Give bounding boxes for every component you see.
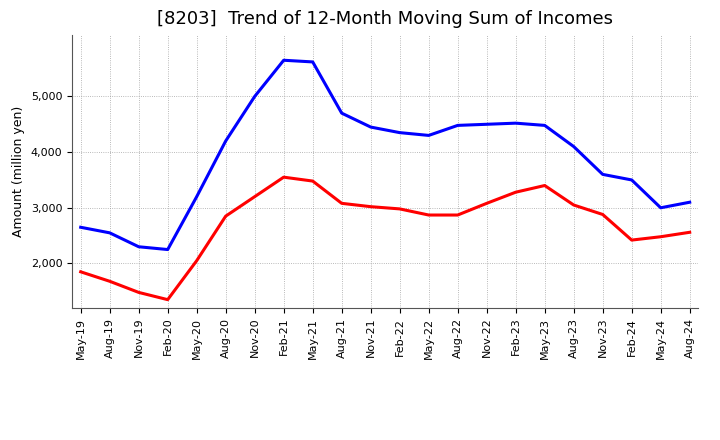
Title: [8203]  Trend of 12-Month Moving Sum of Incomes: [8203] Trend of 12-Month Moving Sum of I…	[157, 10, 613, 28]
Net Income	[424, 213, 433, 218]
Net Income	[251, 194, 259, 199]
Net Income	[685, 230, 694, 235]
Net Income	[192, 258, 201, 263]
Net Income	[308, 179, 317, 184]
Net Income	[598, 212, 607, 217]
Net Income	[454, 213, 462, 218]
Ordinary Income	[105, 230, 114, 235]
Ordinary Income	[221, 138, 230, 143]
Ordinary Income	[279, 58, 288, 63]
Net Income	[482, 201, 491, 206]
Net Income	[570, 202, 578, 208]
Net Income	[395, 206, 404, 212]
Ordinary Income	[657, 205, 665, 210]
Ordinary Income	[685, 200, 694, 205]
Net Income	[163, 297, 172, 302]
Net Income	[366, 204, 375, 209]
Net Income	[76, 269, 85, 275]
Ordinary Income	[308, 59, 317, 65]
Net Income	[657, 234, 665, 239]
Ordinary Income	[598, 172, 607, 177]
Net Income	[221, 213, 230, 219]
Net Income	[511, 190, 520, 195]
Ordinary Income	[424, 133, 433, 138]
Ordinary Income	[541, 123, 549, 128]
Net Income	[135, 290, 143, 295]
Ordinary Income	[192, 194, 201, 199]
Ordinary Income	[627, 177, 636, 183]
Ordinary Income	[570, 144, 578, 149]
Net Income	[627, 238, 636, 243]
Ordinary Income	[511, 121, 520, 126]
Line: Net Income: Net Income	[81, 177, 690, 300]
Ordinary Income	[482, 121, 491, 127]
Ordinary Income	[366, 125, 375, 130]
Net Income	[338, 201, 346, 206]
Net Income	[105, 279, 114, 284]
Line: Ordinary Income: Ordinary Income	[81, 60, 690, 249]
Ordinary Income	[163, 247, 172, 252]
Ordinary Income	[251, 94, 259, 99]
Ordinary Income	[454, 123, 462, 128]
Net Income	[541, 183, 549, 188]
Net Income	[279, 175, 288, 180]
Ordinary Income	[135, 244, 143, 249]
Y-axis label: Amount (million yen): Amount (million yen)	[12, 106, 25, 237]
Ordinary Income	[338, 110, 346, 116]
Ordinary Income	[76, 225, 85, 230]
Legend: Ordinary Income, Net Income: Ordinary Income, Net Income	[222, 438, 548, 440]
Ordinary Income	[395, 130, 404, 135]
